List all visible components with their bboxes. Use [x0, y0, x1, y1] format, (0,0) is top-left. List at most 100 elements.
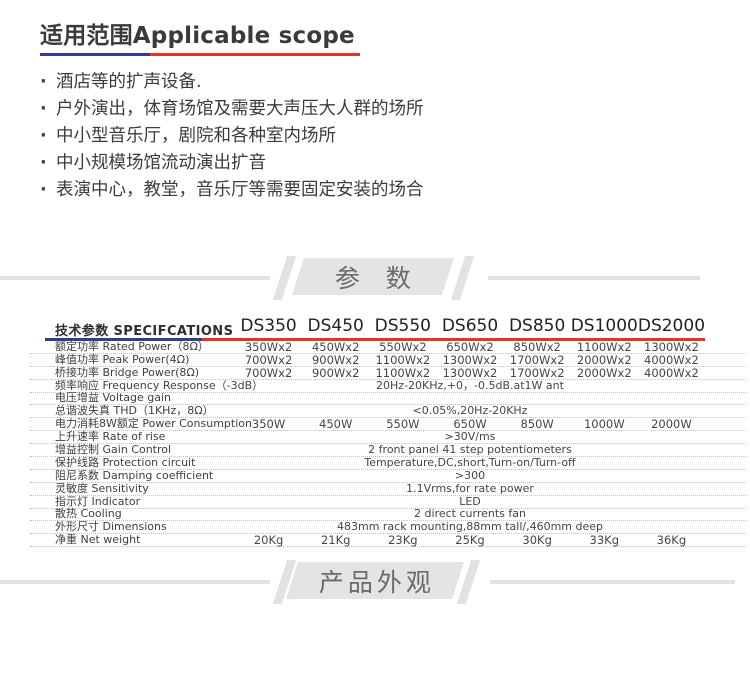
spec-value-cell: 900Wx2	[311, 365, 360, 380]
spec-value-cell: 23Kg	[388, 533, 418, 548]
params-banner-label: 参 数	[335, 263, 420, 293]
applicable-item: 酒店等的扩声设备.	[40, 70, 424, 97]
spec-row-label: 上升速率 Rate of rise	[55, 430, 166, 444]
applicable-scope-section: 适用范围Applicable scope 酒店等的扩声设备.户外演出，体育场馆及…	[40, 16, 424, 205]
applicable-item: 中小型音乐厅，剧院和各种室内场所	[40, 124, 424, 151]
spec-value-cell: 550Wx2	[379, 339, 427, 354]
spec-value-cell: 2000W	[651, 417, 692, 432]
spec-row-label: 净重 Net weight	[55, 533, 141, 547]
spec-value-cell: 450Wx2	[311, 339, 360, 354]
spec-value-cell: 1300Wx2	[442, 365, 498, 380]
spec-table-header: 技术参数 SPECIFCATIONS DS350 DS450 DS550 DS650 D…	[30, 316, 746, 341]
spec-row: 阻尼系数 Damping coefficient >300	[30, 468, 746, 483]
spec-value-cell: 4000Wx2	[644, 365, 699, 380]
spec-row-values: 2 direct currents fan	[235, 508, 705, 520]
spec-row-values: >30V/ms	[235, 431, 705, 443]
spec-value-cell: 25Kg	[455, 533, 485, 548]
spec-row-values: <0.05%,20Hz-20KHz	[235, 405, 705, 417]
spec-span-value: Temperature,DC,short,Turn-on/Turn-off	[364, 455, 576, 469]
spec-column-header: DS1000	[570, 316, 638, 336]
params-banner: 参 数	[0, 256, 750, 300]
spec-value-cell: 1700Wx2	[509, 352, 565, 367]
spec-row: 散热 Cooling 2 direct currents fan	[30, 508, 746, 522]
spec-value-cell: 700Wx2	[244, 352, 293, 367]
spec-value-cell: 1700Wx2	[509, 365, 565, 380]
spec-table: 技术参数 SPECIFCATIONS DS350 DS450 DS550 DS650 D…	[30, 316, 746, 548]
spec-span-value: 1.1Vrms,for rate power	[406, 481, 534, 495]
appearance-banner-label: 产品外观	[318, 567, 435, 597]
spec-row-label: 外形尺寸 Dimensions	[55, 520, 167, 534]
banner-line-left	[0, 276, 270, 280]
spec-row: 增益控制 Gain Control 2 front panel 41 step p…	[30, 443, 746, 458]
spec-row-values: 483mm rack mounting,88mm tall/,460mm dee…	[235, 521, 705, 533]
spec-value-cell: 1000W	[583, 417, 625, 432]
spec-row-label: 额定功率 Rated Power（8Ω）	[55, 339, 209, 353]
spec-row-label: 频率响应 Frequency Response（-3dB）	[55, 378, 264, 392]
spec-row-label: 电压增益 Voltage gain	[55, 391, 172, 405]
applicable-list: 酒店等的扩声设备.户外演出，体育场馆及需要大声压大人群的场所中小型音乐厅，剧院和…	[40, 70, 424, 205]
spec-row: 总谐波失真 THD（1KHz，8Ω） <0.05%,20Hz-20KHz	[30, 404, 746, 419]
spec-row-label: 保护线路 Protection circuit	[55, 455, 196, 469]
spec-row-label: 增益控制 Gain Control	[55, 443, 172, 457]
spec-span-value: LED	[459, 494, 481, 508]
params-banner-plate: 参 数	[291, 258, 455, 295]
spec-span-value: 2 direct currents fan	[414, 507, 526, 521]
spec-value-cell: 1100Wx2	[375, 352, 431, 367]
spec-row: 额定功率 Rated Power（8Ω） 350Wx2 450Wx2 550Wx2 65…	[30, 339, 746, 354]
spec-row-values: 350W 450W 550W 650W 850W 1000W 2000W	[235, 418, 705, 430]
banner-line-right	[488, 276, 700, 280]
spec-value-cell: 36Kg	[656, 533, 687, 548]
spec-row-values: 700Wx2 900Wx2 1100Wx2 1300Wx2 1700Wx2 2000Wx2…	[235, 367, 705, 379]
banner-slash-right	[450, 256, 475, 300]
spec-row: 峰值功率 Peak Power(4Ω) 700Wx2 900Wx2 1100Wx2 13…	[30, 352, 746, 367]
spec-row: 电力消耗8W额定 Power Consumption 350W 450W 550W 65…	[30, 417, 746, 432]
spec-row-label: 峰值功率 Peak Power(4Ω)	[55, 352, 190, 366]
spec-value-cell: 20Kg	[253, 533, 284, 548]
spec-row-values: LED	[235, 494, 705, 508]
spec-column-headers: DS350 DS450 DS550 DS650 DS850 DS1000 DS2000	[235, 316, 705, 336]
spec-row: 净重 Net weight 20Kg 21Kg 23Kg 25Kg 30Kg 33Kg 36K…	[30, 533, 746, 548]
spec-row-values: 700Wx2 900Wx2 1100Wx2 1300Wx2 1700Wx2 2000Wx2…	[235, 354, 705, 366]
appearance-banner: 产品外观	[0, 560, 750, 604]
spec-column-header: DS2000	[637, 316, 706, 336]
spec-row-values: 1.1Vrms,for rate power	[235, 481, 705, 495]
spec-row-label: 桥接功率 Bridge Power(8Ω)	[55, 365, 200, 379]
spec-value-cell: 700Wx2	[244, 365, 293, 380]
spec-column-header: DS350	[240, 316, 297, 336]
spec-column-header: DS450	[307, 316, 364, 336]
applicable-scope-title: 适用范围Applicable scope	[40, 23, 355, 49]
spec-value-cell: 650W	[453, 417, 487, 432]
spec-value-cell: 350Wx2	[244, 339, 293, 354]
spec-header-underline	[45, 338, 705, 341]
spec-value-cell: 1100Wx2	[375, 365, 431, 380]
spec-row-label: 电力消耗8W额定 Power Consumption	[55, 417, 252, 431]
spec-span-value: 483mm rack mounting,88mm tall/,460mm dee…	[336, 520, 604, 534]
spec-row-values: 20Hz-20KHz,+0，-0.5dB.at1W ant	[235, 379, 705, 392]
spec-row-label: 阻尼系数 Damping coefficient	[55, 468, 214, 482]
spec-span-value: >30V/ms	[444, 430, 496, 444]
applicable-item: 户外演出，体育场馆及需要大声压大人群的场所	[40, 97, 424, 124]
spec-value-cell: 900Wx2	[311, 352, 360, 367]
title-underline	[40, 53, 360, 56]
spec-row-values: 350Wx2 450Wx2 550Wx2 650Wx2 850Wx2 1100Wx2 130…	[235, 341, 705, 353]
spec-column-header: DS550	[374, 316, 432, 336]
spec-row: 频率响应 Frequency Response（-3dB） 20Hz-20KHz,…	[30, 378, 746, 393]
spec-row-values: Temperature,DC,short,Turn-on/Turn-off	[235, 455, 705, 469]
spec-value-cell: 2000Wx2	[576, 352, 632, 367]
spec-row: 灵敏度 Sensitivity 1.1Vrms,for rate power	[30, 481, 746, 496]
spec-span-value: >300	[454, 468, 486, 482]
spec-row-values: 20Kg 21Kg 23Kg 25Kg 30Kg 33Kg 36Kg	[235, 534, 705, 546]
spec-row: 桥接功率 Bridge Power(8Ω) 700Wx2 900Wx2 1100Wx2…	[30, 365, 746, 380]
spec-rows: 额定功率 Rated Power（8Ω） 350Wx2 450Wx2 550Wx2 65…	[30, 339, 746, 548]
applicable-item: 表演中心，教堂，音乐厅等需要固定安装的场合	[40, 178, 424, 205]
spec-row-values: >300	[235, 468, 705, 482]
applicable-item: 中小规模场馆流动演出扩音	[40, 151, 424, 178]
spec-row: 指示灯 Indicator LED	[30, 494, 746, 509]
spec-row-label: 总谐波失真 THD（1KHz，8Ω）	[55, 404, 214, 418]
spec-value-cell: 450W	[319, 417, 353, 432]
banner-line-left	[0, 580, 270, 584]
spec-row: 外形尺寸 Dimensions 483mm rack mounting,88mm …	[30, 520, 746, 535]
spec-value-cell: 550W	[386, 417, 420, 432]
spec-value-cell: 30Kg	[522, 533, 552, 548]
